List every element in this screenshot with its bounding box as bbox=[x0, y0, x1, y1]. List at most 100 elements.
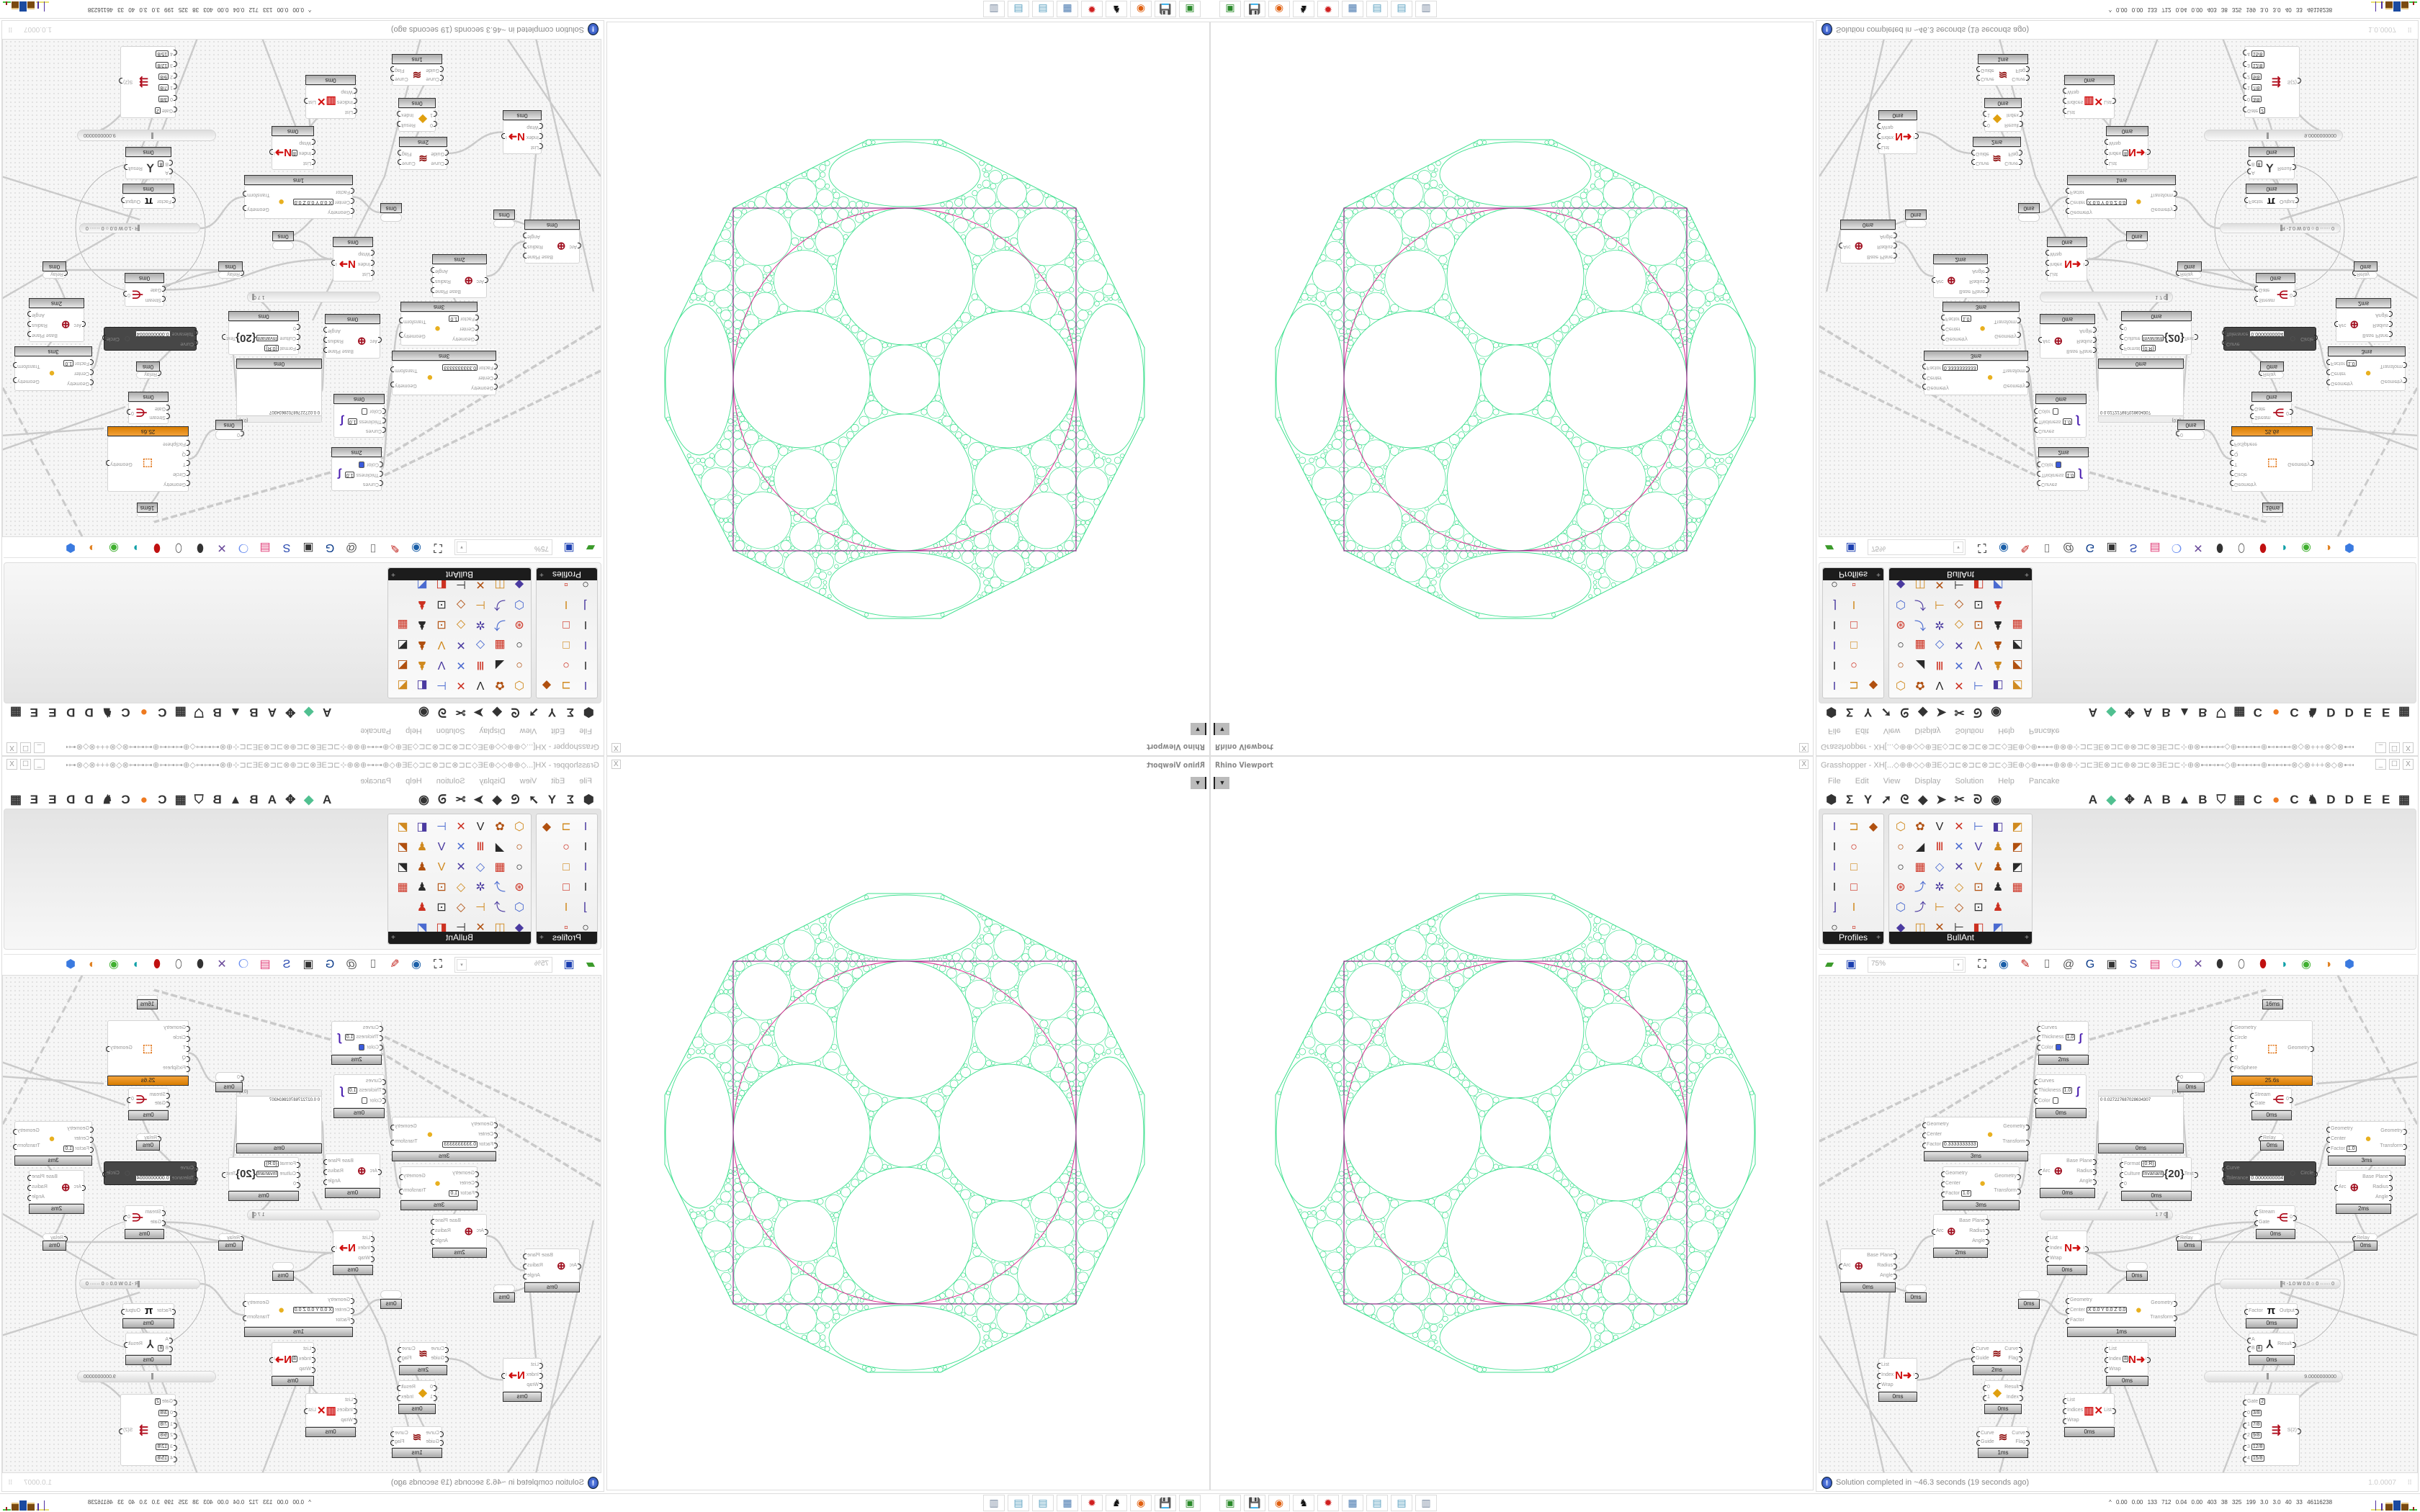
notepad-icon-2[interactable]: ▤ bbox=[1391, 1495, 1412, 1511]
component-icon[interactable]: ⬡ bbox=[1896, 901, 1906, 914]
tab-b[interactable]: B bbox=[249, 706, 259, 719]
input-param[interactable]: Curve bbox=[1971, 1346, 1989, 1353]
param-value[interactable]: 3/8 bbox=[2251, 1409, 2262, 1416]
component-icon[interactable]: ▦ bbox=[397, 618, 408, 631]
preview-eye-icon[interactable]: ◉ bbox=[1999, 541, 2009, 554]
input-param[interactable]: Center bbox=[442, 1132, 493, 1137]
component-icon[interactable]: Ⅲ bbox=[1935, 841, 1944, 853]
input-param[interactable]: List bbox=[358, 272, 370, 277]
menu-pancake[interactable]: Pancake bbox=[2028, 777, 2060, 786]
input-param[interactable]: 17/8 bbox=[155, 84, 173, 91]
stats-caret-icon[interactable]: ^ bbox=[308, 1499, 311, 1506]
curl-icon[interactable]: ᘓ bbox=[1900, 793, 1909, 806]
component-icon[interactable]: I bbox=[1832, 639, 1837, 651]
tab-a2[interactable]: A bbox=[267, 793, 277, 806]
output-param[interactable]: i bbox=[336, 262, 337, 267]
tab-d2[interactable]: D bbox=[2344, 706, 2354, 719]
maximize-button[interactable]: ☐ bbox=[20, 742, 31, 753]
param-value[interactable]: 2 bbox=[154, 107, 161, 114]
input-param[interactable]: Geometry bbox=[2230, 1025, 2257, 1032]
input-param[interactable]: List bbox=[526, 1362, 539, 1367]
input-param[interactable]: Color bbox=[2033, 1097, 2072, 1104]
gha-icon[interactable]: G bbox=[325, 958, 335, 971]
relay-node[interactable]: 0ms bbox=[493, 1284, 515, 1302]
relay-node[interactable]: 0 0ms bbox=[2177, 420, 2205, 440]
input-param[interactable]: 415/8 bbox=[155, 1454, 173, 1462]
tab-e[interactable]: E bbox=[48, 793, 57, 806]
orange-sphere-icon[interactable]: ◑ bbox=[2324, 541, 2331, 554]
param-value[interactable]: 8 bbox=[2123, 150, 2129, 157]
component-icon[interactable]: I bbox=[583, 821, 588, 833]
slider-value[interactable]: 9.0000000000 bbox=[84, 132, 116, 138]
puzzle-icon[interactable]: ✥ bbox=[285, 793, 296, 806]
input-param[interactable]: Format{0:R} bbox=[2119, 1161, 2164, 1169]
component-icon[interactable]: ✕ bbox=[456, 659, 466, 671]
output-param[interactable]: i bbox=[506, 1372, 507, 1377]
color-swatch[interactable] bbox=[2055, 1044, 2061, 1050]
component-icon[interactable]: I bbox=[1832, 659, 1837, 671]
swirl-icon[interactable]: ᘐ bbox=[1973, 793, 1983, 806]
param-value[interactable]: 1.0 bbox=[63, 1145, 74, 1152]
component-icon[interactable]: ◇ bbox=[456, 618, 466, 631]
input-param[interactable]: Geometry bbox=[1945, 336, 1971, 341]
input-param[interactable]: List bbox=[2050, 272, 2062, 277]
input-param[interactable]: 312/8 bbox=[155, 62, 173, 69]
floppy-64-icon[interactable]: 💾 bbox=[1155, 1, 1176, 17]
input-param[interactable]: Relay bbox=[227, 1236, 240, 1241]
hexagon-icon[interactable]: ⬢ bbox=[583, 793, 594, 806]
document-icon[interactable]: ▥ bbox=[1415, 1495, 1437, 1511]
number-slider[interactable]: 9.0000000000 bbox=[2204, 1371, 2343, 1382]
input-param[interactable]: Curve bbox=[135, 1166, 194, 1171]
param-value[interactable]: 8 bbox=[2123, 1355, 2129, 1362]
bulb-icon[interactable]: ❍ bbox=[2171, 541, 2182, 554]
menu-solution[interactable]: Solution bbox=[1955, 726, 1984, 735]
slider-grip[interactable] bbox=[252, 1212, 255, 1218]
arc-icon-node[interactable]: Arc ⊕ Base Plane Radius Angle 2ms bbox=[1932, 1214, 1989, 1258]
component-icon[interactable]: ✕ bbox=[1954, 639, 1964, 651]
tab-c2[interactable]: C bbox=[2290, 706, 2299, 719]
output-param[interactable]: Transform bbox=[2002, 1139, 2030, 1146]
component-icon[interactable]: ◇ bbox=[1954, 598, 1964, 611]
input-param[interactable]: A bbox=[2251, 170, 2262, 175]
component-icon[interactable]: ♟ bbox=[1992, 861, 2004, 873]
color-swatch[interactable] bbox=[2055, 462, 2061, 468]
input-param[interactable]: Circle bbox=[2230, 1035, 2257, 1042]
number-slider[interactable]: R -1.0 W 0.0 ○ 0 ······ 0 bbox=[79, 223, 200, 233]
preview-eye-icon[interactable]: ◉ bbox=[411, 958, 421, 971]
color-swatch[interactable] bbox=[362, 1097, 368, 1104]
rhino-viewport-panel[interactable]: Rhino Viewport ▼ X bbox=[1210, 756, 1814, 1490]
zoom-extents-icon[interactable]: ⛶ bbox=[434, 958, 442, 971]
input-param[interactable]: Factor bbox=[293, 1318, 350, 1323]
component-icon[interactable]: ◩ bbox=[2012, 679, 2023, 691]
arc-icon-node[interactable]: Arc ⊕ Base Plane Radius Angle 2ms bbox=[432, 1214, 487, 1258]
menu-file[interactable]: File bbox=[1828, 726, 1841, 735]
cyan-shape-icon[interactable]: ◗ bbox=[132, 541, 139, 554]
component-icon[interactable]: ✲ bbox=[475, 618, 485, 631]
input-param[interactable]: Arc bbox=[1936, 279, 1944, 284]
vane-icon[interactable]: ➤ bbox=[1936, 793, 1947, 806]
swirl-icon[interactable]: ᘐ bbox=[437, 706, 447, 719]
component-icon[interactable]: ✿ bbox=[1915, 821, 1925, 833]
output-param[interactable]: Radius bbox=[2066, 339, 2092, 344]
menu-view[interactable]: View bbox=[1883, 726, 1901, 735]
output-param[interactable]: Transform bbox=[2150, 192, 2173, 197]
component-icon[interactable]: ◇ bbox=[456, 881, 466, 894]
input-param[interactable]: T bbox=[163, 462, 186, 467]
pick-icon-node[interactable]: 0 1 ◆ Result Index 0ms bbox=[1983, 1380, 2023, 1414]
param-value[interactable]: 1.0 bbox=[347, 418, 358, 425]
window-icon[interactable]: ▣ bbox=[2106, 958, 2118, 971]
output-param[interactable]: i bbox=[2083, 262, 2084, 267]
component-icon[interactable] bbox=[538, 616, 555, 633]
input-param[interactable]: Q bbox=[2234, 451, 2257, 456]
search-s-icon[interactable]: S bbox=[282, 958, 291, 971]
firefox-icon[interactable]: ◉ bbox=[1268, 1495, 1290, 1511]
param-value[interactable]: 12/8 bbox=[156, 62, 169, 69]
component-icon[interactable]: ♟ bbox=[416, 881, 428, 894]
input-param[interactable]: FixSphere bbox=[2234, 441, 2257, 446]
